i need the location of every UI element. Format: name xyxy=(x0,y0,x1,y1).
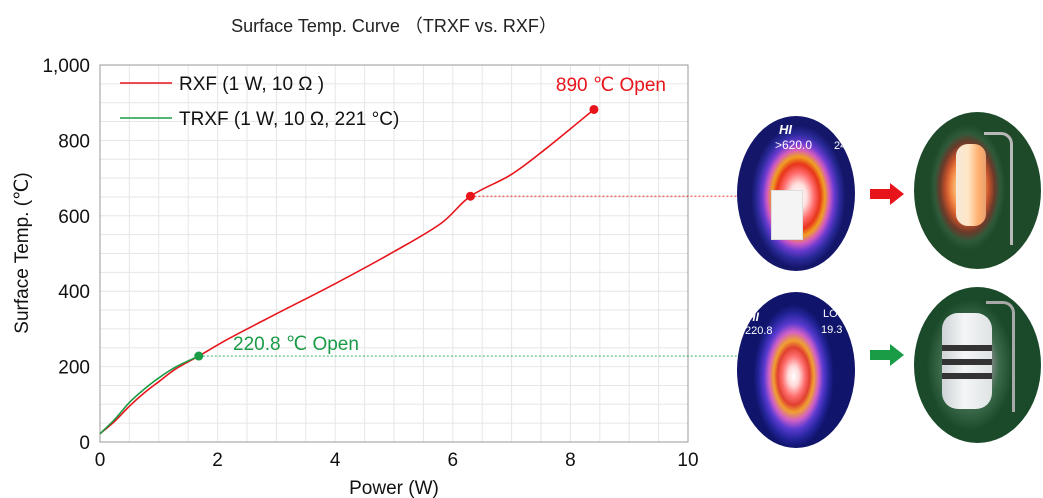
lead-wire xyxy=(984,132,1013,245)
thermal-image-trxf: HI 220.8 LO 19.3 xyxy=(737,292,855,448)
series xyxy=(99,104,599,435)
thermal-lo-label-rxf: LO xyxy=(835,124,850,136)
data-point-trxf xyxy=(194,351,204,361)
series-line-trxf xyxy=(99,355,200,435)
series-line-rxf xyxy=(99,108,595,435)
x-tick-label: 4 xyxy=(330,450,341,471)
thermal-hi-label-trxf: HI xyxy=(747,310,759,324)
y-tick-label: 200 xyxy=(58,358,90,379)
annotation-rxf-open: 890 ℃ Open xyxy=(556,75,666,96)
data-point-rxf xyxy=(589,104,599,114)
y-tick-label: 400 xyxy=(58,282,90,303)
x-tick-label: 2 xyxy=(212,450,223,471)
color-band-2 xyxy=(942,359,992,365)
thermal-lo-value-rxf: 24.4 xyxy=(834,140,855,152)
legend-label-rxf: RXF (1 W, 10 Ω ) xyxy=(179,74,324,95)
legend-label-trxf: TRXF (1 W, 10 Ω, 221 °C) xyxy=(179,109,399,130)
guide-lines xyxy=(198,195,737,357)
x-tick-label: 0 xyxy=(95,450,106,471)
x-tick-label: 10 xyxy=(677,450,698,471)
thermal-hi-label-rxf: HI xyxy=(779,122,792,137)
y-axis-title: Surface Temp. (℃) xyxy=(12,172,33,333)
x-axis-title: Power (W) xyxy=(349,478,439,498)
thermal-lo-label-trxf: LO xyxy=(823,308,838,320)
x-tick-label: 8 xyxy=(565,450,576,471)
lead-wire xyxy=(986,301,1015,412)
x-tick-label: 6 xyxy=(448,450,459,471)
resistor-body-glowing xyxy=(956,144,986,226)
data-point-rxf xyxy=(465,191,475,201)
arrow-right-green-icon xyxy=(870,344,904,366)
plot-area-border xyxy=(99,64,689,443)
thermal-hi-value-rxf: >620.0 xyxy=(775,138,813,152)
y-tick-label: 800 xyxy=(58,131,90,152)
thermal-image-rxf: HI >620.0 LO 24.4 xyxy=(737,116,855,271)
thermal-lo-value-trxf: 19.3 xyxy=(821,324,843,336)
grid xyxy=(100,65,688,442)
arrow-right-red-icon xyxy=(870,183,904,205)
resistor-hotspot xyxy=(771,190,803,240)
annotation-trxf-open: 220.8 ℃ Open xyxy=(233,334,359,355)
photo-trxf-intact xyxy=(914,287,1041,443)
y-tick-label: 1,000 xyxy=(42,56,90,77)
y-tick-label: 600 xyxy=(58,207,90,228)
legend: RXF (1 W, 10 Ω ) TRXF (1 W, 10 Ω, 221 °C… xyxy=(120,74,399,130)
chart-title: Surface Temp. Curve （TRXF vs. RXF） xyxy=(231,16,557,36)
photo-rxf-glowing xyxy=(914,112,1041,269)
color-band-3 xyxy=(942,373,992,379)
thermal-hi-value-trxf: 220.8 xyxy=(745,325,773,337)
y-tick-label: 0 xyxy=(79,433,90,454)
color-band-1 xyxy=(942,345,992,351)
tick-labels: 0 2 4 6 8 10 0 200 400 600 800 1,000 xyxy=(42,56,698,471)
